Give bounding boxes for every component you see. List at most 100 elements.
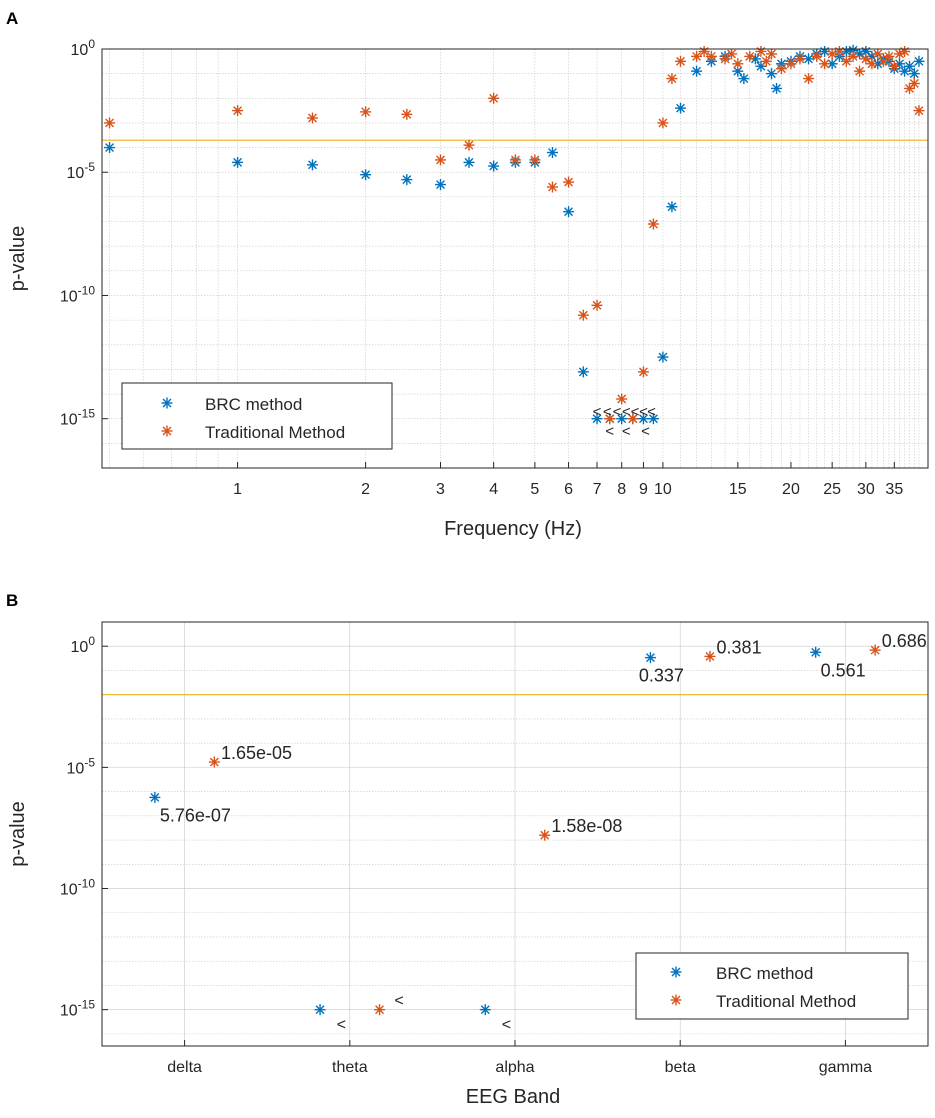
below-threshold-annotation-a: < <box>622 423 631 440</box>
traditional-point-a <box>705 50 717 62</box>
legend-box-a <box>121 382 393 450</box>
traditional-point-a-stroke-3 <box>889 61 899 71</box>
brc-point-a <box>913 55 925 67</box>
x-tick-label-a: 6 <box>564 481 573 498</box>
panel-b-eeg-band-plot: delta theta alpha beta gamma 100 10-5 10-10 10-1… <box>7 621 929 1108</box>
legend-marker-traditional-a <box>161 425 173 437</box>
brc-point-a <box>755 60 767 72</box>
traditional-point-a <box>591 299 603 311</box>
brc-point-a <box>765 68 777 80</box>
x-tick-label-a: 20 <box>782 481 800 498</box>
brc-point-a <box>232 156 244 168</box>
y-tick-label-b: 100 <box>71 634 96 656</box>
traditional-point-a <box>899 45 911 57</box>
traditional-point-a <box>637 366 649 378</box>
traditional-point-a-stroke-3 <box>727 49 737 59</box>
brc-point-a-stroke-3 <box>692 66 702 76</box>
traditional-point-a-stroke-3 <box>667 74 677 84</box>
below-threshold-annotation-a: < <box>605 423 614 440</box>
brc-point-a <box>637 413 649 425</box>
x-tick-label-a: 3 <box>436 481 445 498</box>
brc-point-a <box>904 60 916 72</box>
y-tick-label-b: 10-10 <box>60 877 95 899</box>
data-label-b: 0.561 <box>821 660 866 680</box>
legend-marker-traditional-b <box>670 994 682 1006</box>
brc-point-a <box>591 413 603 425</box>
traditional-point-a <box>577 309 589 321</box>
traditional-point-a-stroke-3 <box>578 310 588 320</box>
x-tick-label-a: 5 <box>530 481 539 498</box>
traditional-point-a <box>647 218 659 230</box>
brc-point-a-stroke-3 <box>361 170 371 180</box>
traditional-point-a <box>232 105 244 117</box>
traditional-point-b <box>208 756 220 768</box>
traditional-point-a <box>463 139 475 151</box>
x-tick-label-a: 25 <box>823 481 841 498</box>
traditional-point-a-stroke-3 <box>592 300 602 310</box>
traditional-point-a-stroke-3 <box>548 182 557 192</box>
data-label-b: 0.686 <box>882 631 927 651</box>
x-tick-label-a: 15 <box>729 481 747 498</box>
traditional-point-a <box>819 58 831 70</box>
brc-point-a-stroke-3 <box>548 148 557 157</box>
brc-point-a-stroke-3 <box>233 157 243 167</box>
traditional-point-a-stroke-3 <box>848 51 858 61</box>
traditional-point-a <box>765 48 777 60</box>
brc-point-a-stroke-3 <box>667 202 677 212</box>
brc-point-a-stroke-3 <box>638 414 648 424</box>
traditional-point-a <box>616 393 628 405</box>
traditional-point-a <box>509 154 521 166</box>
traditional-point-a <box>888 60 900 72</box>
below-threshold-annotation-a: < <box>613 403 622 420</box>
legend-label-traditional-a: Traditional Method <box>205 423 345 442</box>
brc-point-a-stroke-3 <box>105 143 114 153</box>
traditional-point-a-stroke-3 <box>464 140 474 150</box>
brc-point-a <box>666 201 678 213</box>
traditional-point-a <box>840 55 852 67</box>
traditional-point-a <box>847 50 859 62</box>
traditional-point-a <box>860 53 872 65</box>
brc-point-b <box>479 1004 491 1016</box>
traditional-point-a-stroke-3 <box>436 155 445 165</box>
traditional-point-b-stroke-3 <box>705 651 715 661</box>
data-label-b: < <box>502 1017 511 1034</box>
x-tick-label-a: 8 <box>617 481 626 498</box>
brc-point-a-stroke-3 <box>648 414 658 424</box>
brc-point-a <box>488 160 500 172</box>
x-tick-label-a: 1 <box>233 481 242 498</box>
x-tick-label-a: 2 <box>361 481 370 498</box>
traditional-point-a <box>744 50 756 62</box>
traditional-point-a-stroke-3 <box>308 113 317 123</box>
panel-label-b: B <box>6 591 18 610</box>
brc-point-a <box>563 206 575 218</box>
traditional-point-a-stroke-3 <box>786 59 796 69</box>
traditional-point-a-stroke-3 <box>692 51 702 61</box>
legend-label-brc-b: BRC method <box>716 964 813 983</box>
traditional-point-a <box>529 154 541 166</box>
brc-point-a-stroke-3 <box>308 160 317 170</box>
traditional-point-a <box>657 117 669 129</box>
legend-label-traditional-b: Traditional Method <box>716 992 856 1011</box>
brc-point-a <box>616 413 628 425</box>
x-axis-label-b: EEG Band <box>466 1086 561 1108</box>
brc-point-a-stroke-3 <box>909 69 919 79</box>
traditional-point-a-stroke-3 <box>767 49 776 59</box>
brc-point-a-stroke-3 <box>464 157 474 167</box>
traditional-point-a <box>760 55 772 67</box>
traditional-point-a-stroke-3 <box>873 49 883 59</box>
legend-b: BRC method Traditional Method <box>635 952 909 1020</box>
x-tick-label-a: 10 <box>654 481 672 498</box>
traditional-point-a <box>546 181 558 193</box>
y-axis-label-a: p-value <box>7 226 29 292</box>
traditional-point-a <box>435 154 447 166</box>
traditional-point-a-stroke-3 <box>489 93 499 103</box>
traditional-point-a-stroke-3 <box>530 155 540 165</box>
brc-point-b-stroke-3 <box>646 653 655 663</box>
legend-marker-brc-b <box>670 966 682 978</box>
traditional-point-a-stroke-3 <box>914 106 924 116</box>
x-tick-label-a: 4 <box>489 481 498 498</box>
traditional-point-a-stroke-3 <box>617 394 627 404</box>
y-tick-label-b: 10-15 <box>60 998 95 1020</box>
axes-frame-a <box>101 48 929 469</box>
